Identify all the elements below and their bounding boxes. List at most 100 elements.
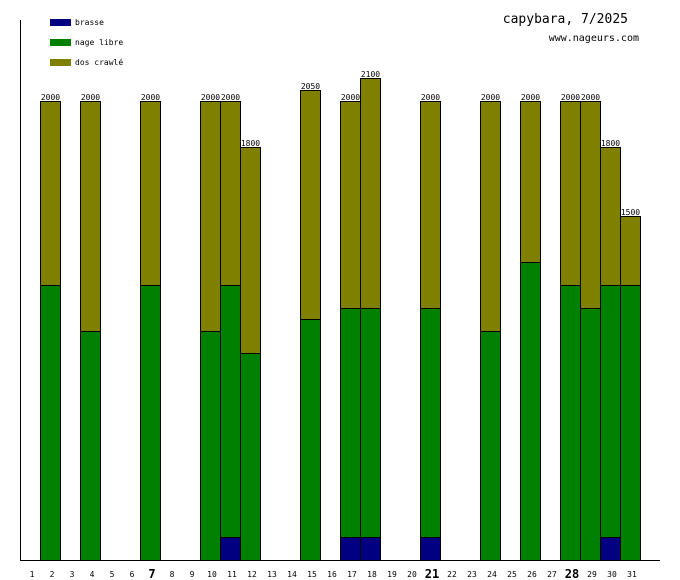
bar-segment-nage-libre-day-21 bbox=[420, 308, 441, 538]
total-label-day-28: 2000 bbox=[561, 93, 580, 102]
x-tick-label-4: 4 bbox=[90, 570, 95, 579]
legend: brasse nage libre dos crawlé bbox=[50, 18, 123, 67]
bar-segment-nage-libre-day-7 bbox=[140, 285, 161, 561]
bar-segment-nage-libre-day-29 bbox=[580, 308, 601, 561]
bar-segment-nage-libre-day-4 bbox=[80, 331, 101, 561]
total-label-day-4: 2000 bbox=[81, 93, 100, 102]
bar-segment-dos-crawle-day-29 bbox=[580, 101, 601, 309]
total-labels: 2000 2000 2000 2000 200018002050200021002000… bbox=[41, 70, 640, 217]
bar-segment-dos-crawle-day-28 bbox=[560, 101, 581, 286]
bar-segment-nage-libre-day-18 bbox=[360, 308, 381, 538]
x-tick-label-8: 8 bbox=[170, 570, 175, 579]
bar-segment-dos-crawle-day-21 bbox=[420, 101, 441, 309]
legend-label-dos-crawle: dos crawlé bbox=[75, 57, 123, 67]
bar-segment-nage-libre-day-12 bbox=[240, 353, 261, 561]
total-label-day-26: 2000 bbox=[521, 93, 540, 102]
bar-segment-nage-libre-day-24 bbox=[480, 331, 501, 561]
x-tick-label-29: 29 bbox=[587, 570, 597, 579]
x-tick-label-22: 22 bbox=[447, 570, 457, 579]
x-tick-label-13: 13 bbox=[267, 570, 277, 579]
x-tick-label-2: 2 bbox=[50, 570, 55, 579]
legend-swatch-nage-libre bbox=[50, 39, 71, 46]
legend-item-brasse: brasse bbox=[50, 18, 104, 27]
total-label-day-2: 2000 bbox=[41, 93, 60, 102]
bar-segment-dos-crawle-day-2 bbox=[40, 101, 61, 286]
x-tick-label-15: 15 bbox=[307, 570, 317, 579]
x-tick-label-14: 14 bbox=[287, 570, 297, 579]
bar-segment-nage-libre-day-11 bbox=[220, 285, 241, 538]
bar-segment-dos-crawle-day-18 bbox=[360, 78, 381, 309]
bar-segment-nage-libre-day-10 bbox=[200, 331, 221, 561]
x-tick-labels: 1 2 3 4 5 6 7 8 9 10 11 12 13 14 15 16 17 18 19 20 21 22 23 24 2… bbox=[30, 567, 637, 580]
total-label-day-10: 2000 bbox=[201, 93, 220, 102]
x-tick-label-28: 28 bbox=[565, 567, 579, 580]
bar-segment-dos-crawle-day-24 bbox=[480, 101, 501, 332]
x-tick-label-11: 11 bbox=[227, 570, 237, 579]
x-tick-label-6: 6 bbox=[130, 570, 135, 579]
total-label-day-15: 2050 bbox=[301, 82, 320, 91]
bar-segment-brasse-day-30 bbox=[600, 537, 621, 561]
x-tick-label-25: 25 bbox=[507, 570, 517, 579]
x-tick-label-23: 23 bbox=[467, 570, 477, 579]
bar-segment-dos-crawle-day-11 bbox=[220, 101, 241, 286]
total-label-day-21: 2000 bbox=[421, 93, 440, 102]
legend-label-nage-libre: nage libre bbox=[75, 38, 123, 47]
bar-segment-dos-crawle-day-4 bbox=[80, 101, 101, 332]
total-label-day-18: 2100 bbox=[361, 70, 380, 79]
x-tick-label-30: 30 bbox=[607, 570, 617, 579]
bar-segment-dos-crawle-day-7 bbox=[140, 101, 161, 286]
legend-swatch-brasse bbox=[50, 19, 71, 26]
total-label-day-17: 2000 bbox=[341, 93, 360, 102]
x-tick-label-31: 31 bbox=[627, 570, 637, 579]
x-tick-label-21: 21 bbox=[425, 567, 439, 580]
bar-segment-nage-libre-day-15 bbox=[300, 319, 321, 561]
bar-segment-dos-crawle-day-15 bbox=[300, 90, 321, 320]
bar-segment-brasse-day-21 bbox=[420, 537, 441, 561]
bar-segment-nage-libre-day-2 bbox=[40, 285, 61, 561]
bar-segment-nage-libre-day-28 bbox=[560, 285, 581, 561]
bar-segment-dos-crawle-day-17 bbox=[340, 101, 361, 309]
legend-label-brasse: brasse bbox=[75, 18, 104, 27]
total-label-day-30: 1800 bbox=[601, 139, 620, 148]
legend-swatch-dos-crawle bbox=[50, 59, 71, 66]
chart-title: capybara, 7/2025 bbox=[503, 12, 628, 27]
legend-item-nage-libre: nage libre bbox=[50, 38, 123, 47]
total-label-day-31: 1500 bbox=[621, 208, 640, 217]
x-tick-label-5: 5 bbox=[110, 570, 115, 579]
x-tick-label-27: 27 bbox=[547, 570, 557, 579]
bar-segment-nage-libre-day-17 bbox=[340, 308, 361, 538]
bar-segment-brasse-day-11 bbox=[220, 537, 241, 561]
x-tick-label-26: 26 bbox=[527, 570, 537, 579]
bar-segment-dos-crawle-day-26 bbox=[520, 101, 541, 263]
x-tick-label-9: 9 bbox=[190, 570, 195, 579]
x-tick-label-12: 12 bbox=[247, 570, 257, 579]
legend-item-dos-crawle: dos crawlé bbox=[50, 57, 123, 67]
bar-segment-brasse-day-17 bbox=[340, 537, 361, 561]
total-label-day-24: 2000 bbox=[481, 93, 500, 102]
total-label-day-29: 2000 bbox=[581, 93, 600, 102]
x-tick-label-17: 17 bbox=[347, 570, 357, 579]
x-tick-label-18: 18 bbox=[367, 570, 377, 579]
bar-segment-dos-crawle-day-31 bbox=[620, 216, 641, 286]
chart-subtitle: www.nageurs.com bbox=[549, 33, 639, 44]
bar-segment-nage-libre-day-30 bbox=[600, 285, 621, 538]
x-tick-label-10: 10 bbox=[207, 570, 217, 579]
x-tick-label-20: 20 bbox=[407, 570, 417, 579]
bar-segment-dos-crawle-day-10 bbox=[200, 101, 221, 332]
bar-segment-nage-libre-day-31 bbox=[620, 285, 641, 561]
x-tick-label-3: 3 bbox=[70, 570, 75, 579]
x-tick-label-24: 24 bbox=[487, 570, 497, 579]
bar-segment-brasse-day-18 bbox=[360, 537, 381, 561]
bar-segment-dos-crawle-day-12 bbox=[240, 147, 261, 354]
x-tick-label-16: 16 bbox=[327, 570, 337, 579]
total-label-day-7: 2000 bbox=[141, 93, 160, 102]
total-label-day-12: 1800 bbox=[241, 139, 260, 148]
bar-segment-dos-crawle-day-30 bbox=[600, 147, 621, 286]
bars bbox=[40, 78, 641, 561]
total-label-day-11: 2000 bbox=[221, 93, 240, 102]
x-tick-label-7: 7 bbox=[148, 567, 155, 580]
x-tick-label-19: 19 bbox=[387, 570, 397, 579]
bar-segment-nage-libre-day-26 bbox=[520, 262, 541, 561]
x-tick-label-1: 1 bbox=[30, 570, 35, 579]
